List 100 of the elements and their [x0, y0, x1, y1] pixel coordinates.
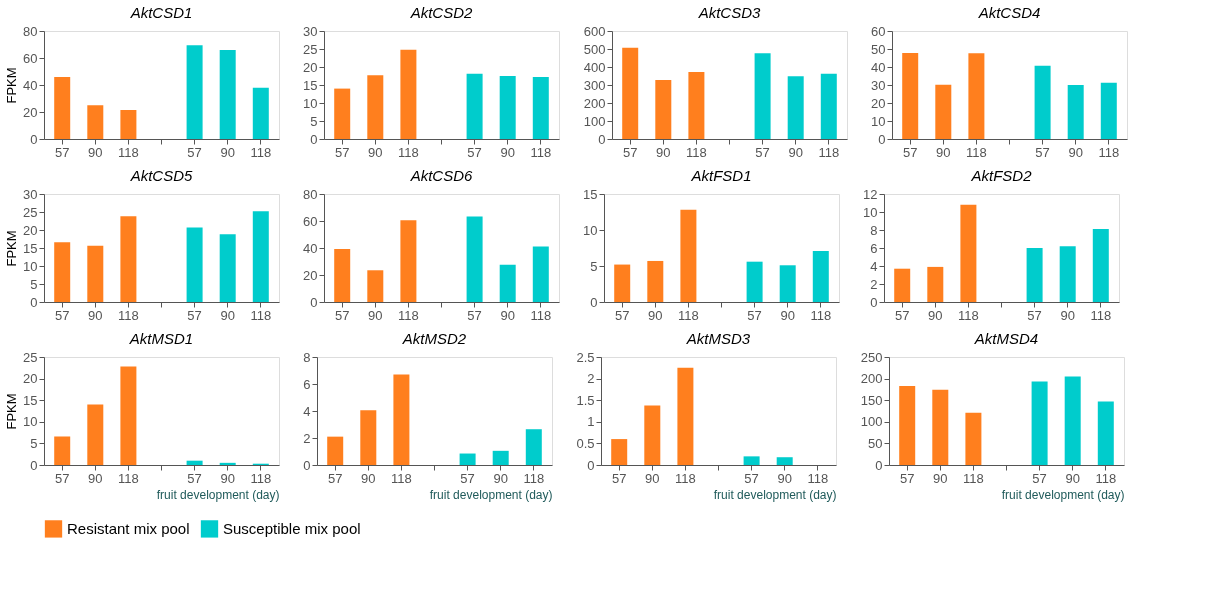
bar [219, 234, 236, 302]
x-tick-label: 57 [54, 470, 70, 486]
y-tick-label: 10 [23, 258, 38, 274]
x-tick-label: 118 [678, 307, 699, 323]
bar [644, 405, 661, 465]
y-tick-label: 300 [583, 77, 606, 93]
bar [746, 261, 763, 302]
bar [899, 385, 916, 465]
y-tick-label: 60 [23, 50, 38, 66]
y-tick-label: 5 [30, 276, 38, 292]
y-tick-label: 600 [583, 23, 606, 39]
x-tick-label: 57 [899, 470, 915, 486]
chart-title: AktMSD1 [128, 330, 194, 347]
x-tick-label: 90 [493, 470, 508, 486]
chart-title: AktMSD2 [401, 330, 467, 347]
y-tick-label: 500 [583, 41, 606, 57]
bar [120, 109, 137, 139]
y-tick-label: 40 [303, 240, 318, 256]
y-tick-label: 100 [860, 414, 883, 430]
x-tick-label: 57 [614, 307, 630, 323]
y-tick-label: 0 [878, 131, 886, 147]
bar [776, 457, 793, 465]
bar [680, 209, 697, 302]
x-axis-title: fruit development (day) [429, 487, 553, 502]
x-tick-label: 90 [368, 307, 383, 323]
x-tick-label: 118 [807, 470, 829, 486]
y-tick-label: 10 [871, 113, 886, 129]
bar [367, 270, 384, 302]
y-tick-label: 20 [23, 222, 38, 238]
x-tick-label: 57 [1027, 307, 1042, 323]
legend-label: Susceptible mix pool [223, 519, 361, 537]
bar [611, 439, 628, 465]
y-tick-label: 1 [587, 414, 595, 430]
x-tick-label: 118 [966, 144, 987, 160]
y-tick-label: 30 [871, 77, 886, 93]
bar [1097, 401, 1114, 465]
bar [334, 248, 351, 302]
y-tick-label: 0 [303, 457, 311, 473]
x-tick-label: 90 [88, 470, 103, 486]
x-axis-title: fruit development (day) [1001, 487, 1125, 502]
bar [622, 47, 639, 139]
bar [186, 460, 203, 465]
x-tick-label: 118 [963, 470, 984, 486]
y-tick-label: 25 [23, 204, 38, 220]
x-tick-label: 118 [958, 307, 979, 323]
y-tick-label: 0.5 [576, 435, 595, 451]
bar [787, 76, 804, 139]
x-tick-label: 57 [902, 144, 918, 160]
bar [87, 404, 104, 465]
x-tick-label: 118 [530, 307, 552, 323]
x-tick-label: 90 [645, 470, 660, 486]
bar [935, 84, 952, 139]
x-tick-label: 90 [648, 307, 663, 323]
y-tick-label: 8 [870, 222, 878, 238]
y-tick-label: 0 [598, 131, 606, 147]
y-axis-title: FPKM [4, 230, 20, 267]
bar [677, 367, 694, 465]
chart-title: AktMSD3 [685, 330, 751, 347]
x-tick-label: 118 [1095, 470, 1117, 486]
x-tick-label: 57 [747, 307, 762, 323]
y-tick-label: 30 [23, 186, 38, 202]
chart-title: AktFSD1 [690, 167, 752, 184]
y-tick-label: 0 [590, 294, 598, 310]
bar [186, 227, 203, 302]
y-tick-label: 0 [310, 294, 318, 310]
bar [902, 52, 919, 139]
x-tick-label: 57 [755, 144, 770, 160]
y-tick-label: 10 [583, 222, 598, 238]
bar [334, 88, 351, 139]
y-tick-label: 2.5 [576, 349, 595, 365]
bar [965, 412, 982, 465]
y-tick-label: 20 [23, 104, 38, 120]
bar [360, 410, 377, 465]
bar [327, 436, 344, 465]
x-tick-label: 118 [250, 470, 272, 486]
y-axis-title: FPKM [4, 67, 20, 104]
y-tick-label: 150 [860, 392, 883, 408]
y-tick-label: 50 [871, 41, 886, 57]
x-tick-label: 90 [220, 470, 235, 486]
y-tick-label: 6 [870, 240, 878, 256]
x-tick-label: 90 [361, 470, 376, 486]
bar [532, 77, 549, 139]
y-tick-label: 10 [863, 204, 878, 220]
bar [400, 220, 417, 302]
bar [532, 246, 549, 302]
x-tick-label: 57 [334, 144, 350, 160]
y-tick-label: 40 [23, 77, 38, 93]
x-tick-label: 57 [54, 307, 70, 323]
y-tick-label: 5 [310, 113, 318, 129]
chart-title: AktCSD3 [697, 4, 761, 21]
y-tick-label: 60 [871, 23, 886, 39]
y-tick-label: 200 [860, 371, 883, 387]
bar [779, 265, 796, 302]
x-tick-label: 90 [220, 307, 235, 323]
x-tick-label: 57 [327, 470, 343, 486]
bar [367, 75, 384, 139]
y-tick-label: 8 [303, 349, 311, 365]
x-tick-label: 57 [1032, 470, 1047, 486]
x-tick-label: 90 [656, 144, 671, 160]
x-tick-label: 90 [928, 307, 943, 323]
